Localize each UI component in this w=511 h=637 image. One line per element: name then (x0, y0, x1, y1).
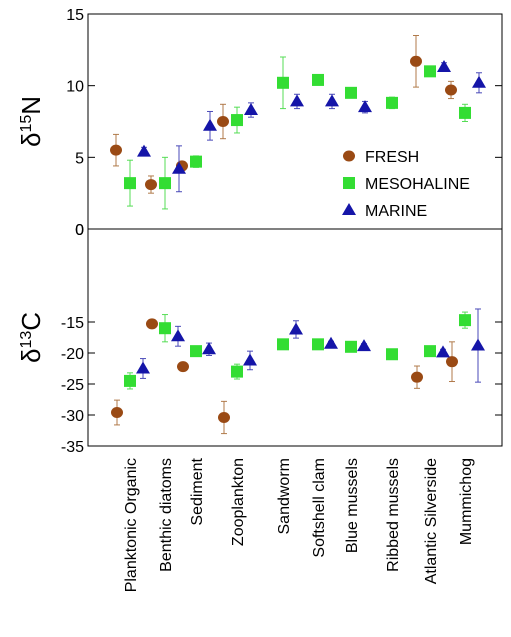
point-fresh (218, 411, 230, 423)
legend-label-fresh: FRESH (365, 149, 419, 166)
ytick-label-c13: -25 (61, 377, 84, 394)
point-mesohaline (386, 96, 398, 109)
legend-label-marine: MARINE (365, 203, 427, 220)
plot-frame-n15 (87, 13, 503, 230)
plot-frame-c13 (87, 228, 503, 447)
point-mesohaline (159, 322, 171, 335)
ylabel-n15: δ15N (16, 96, 46, 147)
category-label: Zooplankton (230, 458, 247, 546)
ytick-label-c13: -15 (61, 315, 84, 332)
point-marine (243, 353, 257, 366)
point-fresh (410, 55, 422, 67)
point-fresh (411, 371, 423, 383)
legend: FRESH MESOHALINE MARINE (342, 149, 470, 220)
point-mesohaline (345, 86, 357, 99)
point-marine (289, 322, 303, 335)
point-mesohaline (424, 65, 436, 78)
point-mesohaline (124, 374, 136, 387)
ytick-label-c13: -20 (61, 346, 84, 363)
category-label: Softshell clam (311, 458, 328, 558)
point-mesohaline (459, 314, 471, 327)
point-marine (290, 94, 304, 107)
point-fresh (145, 179, 157, 191)
point-mesohaline (459, 106, 471, 119)
legend-marker-fresh (343, 150, 355, 162)
category-label: Blue mussels (344, 458, 361, 553)
point-mesohaline (386, 348, 398, 361)
point-mesohaline (231, 365, 243, 378)
point-fresh (146, 318, 158, 330)
point-marine (171, 329, 185, 342)
point-marine (357, 339, 371, 352)
point-marine (436, 345, 450, 358)
point-mesohaline (424, 345, 436, 358)
point-marine (325, 94, 339, 107)
point-mesohaline (277, 338, 289, 351)
point-mesohaline (190, 345, 202, 358)
category-label: Atlantic Silverside (423, 458, 440, 584)
category-label: Mummichog (458, 458, 475, 545)
point-marine (137, 144, 151, 157)
category-label: Planktonic Organic (123, 458, 140, 592)
point-fresh (110, 144, 122, 156)
point-fresh (111, 407, 123, 419)
ytick-label-n15: 5 (75, 150, 84, 167)
point-mesohaline (312, 73, 324, 86)
point-mesohaline (159, 177, 171, 190)
point-mesohaline (345, 340, 357, 353)
category-label: Sediment (189, 457, 206, 525)
point-marine (324, 336, 338, 349)
ylabel-c13: δ13C (16, 312, 46, 363)
point-marine (136, 361, 150, 374)
point-marine (244, 103, 258, 116)
legend-marker-marine (342, 203, 356, 215)
point-marine (471, 338, 485, 351)
legend-label-mesohaline: MESOHALINE (365, 176, 470, 193)
ytick-label-n15: 0 (75, 222, 84, 239)
ytick-label-n15: 15 (66, 7, 84, 24)
category-label: Ribbed mussels (385, 458, 402, 572)
ytick-label-n15: 10 (66, 79, 84, 96)
point-fresh (177, 361, 189, 373)
point-mesohaline (124, 177, 136, 190)
point-marine (437, 60, 451, 73)
panel-c13: 0 -15 -20 -25 -30 -35 δ13C (16, 222, 503, 456)
category-labels: Planktonic Organic Benthic diatoms Sedimen… (123, 457, 475, 592)
point-marine (202, 342, 216, 355)
point-mesohaline (312, 338, 324, 351)
ytick-label-c13: -30 (61, 408, 84, 425)
category-label: Sandworm (276, 458, 293, 534)
point-marine (472, 75, 486, 88)
point-marine (358, 100, 372, 113)
point-mesohaline (190, 155, 202, 168)
point-fresh (446, 356, 458, 368)
point-fresh (445, 84, 457, 96)
point-mesohaline (231, 114, 243, 127)
category-label: Benthic diatoms (158, 458, 175, 572)
ytick-label-c13: -35 (61, 439, 84, 456)
point-marine (172, 161, 186, 174)
point-mesohaline (277, 76, 289, 89)
ytick-label-c13: 0 (75, 222, 84, 239)
legend-marker-mesohaline (343, 177, 355, 189)
panel-n15: 0 5 10 15 δ15N (16, 7, 503, 239)
point-fresh (217, 116, 229, 127)
point-marine (203, 118, 217, 131)
